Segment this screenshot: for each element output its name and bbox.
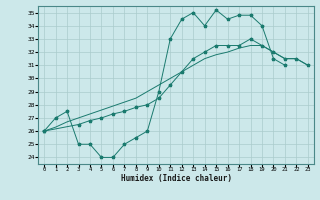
X-axis label: Humidex (Indice chaleur): Humidex (Indice chaleur): [121, 174, 231, 183]
